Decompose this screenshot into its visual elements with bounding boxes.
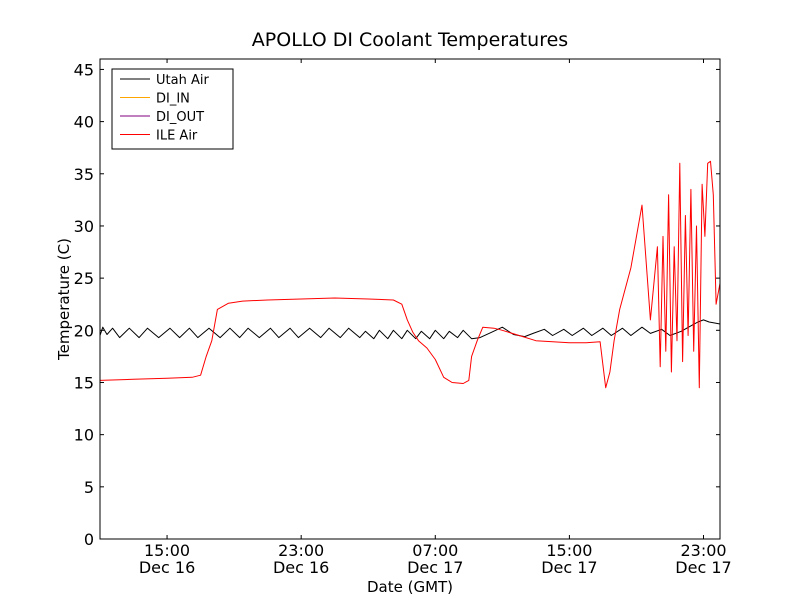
plot-frame <box>99 58 721 540</box>
y-tick-label: 45 <box>74 60 94 79</box>
y-tick-label: 40 <box>74 113 94 132</box>
x-tick-date-label: Dec 16 <box>273 558 329 577</box>
y-tick-label: 35 <box>74 165 94 184</box>
y-tick-label: 10 <box>74 426 94 445</box>
x-tick-date-label: Dec 16 <box>139 558 195 577</box>
legend: Utah Air DI_IN DI_OUT ILE Air <box>111 68 234 150</box>
x-tick-date-label: Dec 17 <box>541 558 597 577</box>
legend-label: DI_OUT <box>156 110 204 125</box>
legend-label: ILE Air <box>156 129 198 144</box>
series-line-ile-air <box>99 160 721 389</box>
x-axis-label: Date (GMT) <box>367 578 453 596</box>
y-tick-label: 0 <box>84 530 94 549</box>
y-tick-label: 30 <box>74 217 94 236</box>
x-tick-date-label: Dec 17 <box>675 558 731 577</box>
x-tick-date-label: Dec 17 <box>407 558 463 577</box>
y-tick-label: 15 <box>74 373 94 392</box>
y-axis-label: Temperature (C) <box>55 238 73 361</box>
chart-title: APOLLO DI Coolant Temperatures <box>252 29 568 51</box>
y-tick-label: 5 <box>84 478 94 497</box>
plot-lines <box>99 160 721 389</box>
x-tick-time-label: 15:00 <box>546 541 592 560</box>
x-tick-time-label: 07:00 <box>412 541 458 560</box>
legend-label: Utah Air <box>156 73 209 88</box>
x-tick-time-label: 23:00 <box>680 541 726 560</box>
series-line-utah-air <box>99 319 721 340</box>
y-tick-label: 25 <box>74 269 94 288</box>
legend-label: DI_IN <box>156 92 190 107</box>
legend-box <box>111 68 234 150</box>
x-tick-time-label: 23:00 <box>278 541 324 560</box>
y-tick-label: 20 <box>74 321 94 340</box>
x-tick-time-label: 15:00 <box>144 541 190 560</box>
